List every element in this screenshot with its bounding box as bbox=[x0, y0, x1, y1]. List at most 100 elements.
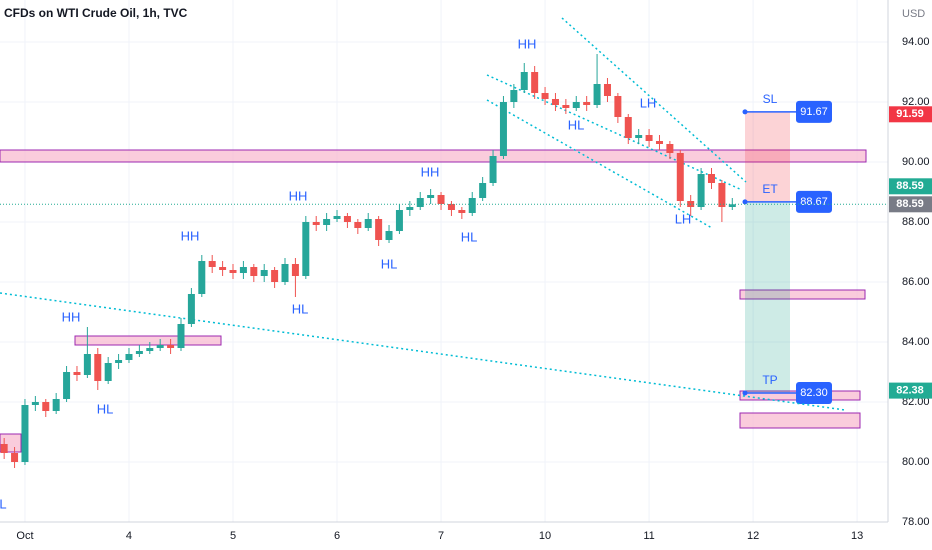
candle-body bbox=[645, 135, 653, 141]
position-name: TP bbox=[762, 373, 777, 387]
x-tick-label: 11 bbox=[643, 530, 654, 542]
candle-body bbox=[21, 405, 29, 462]
candle-body bbox=[302, 222, 310, 276]
position-value: 91.67 bbox=[800, 106, 828, 118]
pattern-label: HL bbox=[461, 229, 478, 244]
candle-body bbox=[583, 102, 591, 105]
price-axis bbox=[888, 0, 932, 550]
candle-body bbox=[489, 156, 497, 183]
candles bbox=[0, 54, 888, 468]
axes: 78.00 80.00 82.00 84.00 86.00 88.00 90.00 92.00… bbox=[16, 36, 932, 542]
candle-body bbox=[104, 363, 112, 381]
x-tick-label: 5 bbox=[230, 530, 236, 542]
candle-body bbox=[250, 267, 258, 276]
pattern-label: L bbox=[0, 496, 7, 511]
candle-body bbox=[156, 345, 164, 348]
candle-body bbox=[208, 261, 216, 267]
pattern-label: LH bbox=[640, 95, 657, 110]
candle-body bbox=[271, 270, 279, 282]
candle-body bbox=[94, 354, 102, 381]
candle-body bbox=[603, 84, 611, 96]
chart-title: CFDs on WTI Crude Oil, 1h, TVC bbox=[4, 6, 188, 20]
trend-line bbox=[0, 292, 846, 411]
candle-body bbox=[541, 93, 549, 99]
candle-body bbox=[562, 105, 570, 108]
candle-body bbox=[479, 183, 487, 198]
position-handle bbox=[742, 390, 748, 396]
candle-body bbox=[31, 402, 39, 405]
candle-body bbox=[125, 354, 133, 360]
position-handle bbox=[742, 199, 748, 205]
pattern-label: HH bbox=[62, 309, 81, 324]
annotations: L HH HL HH HH HL HL HH HL HH HL LH LH bbox=[0, 36, 691, 511]
candle-body bbox=[375, 219, 383, 240]
y-tick-label: 84.00 bbox=[902, 336, 930, 348]
x-tick-label: 6 bbox=[334, 530, 340, 542]
candle-body bbox=[63, 372, 71, 399]
candle-body bbox=[655, 141, 663, 144]
candle-body bbox=[333, 216, 341, 219]
y-tick-label: 78.00 bbox=[902, 516, 930, 528]
y-tick-label: 90.00 bbox=[902, 156, 930, 168]
time-axis bbox=[0, 522, 932, 550]
risk-zone bbox=[745, 111, 790, 202]
candle-body bbox=[416, 198, 424, 207]
pattern-label: HL bbox=[568, 117, 585, 132]
candle-body bbox=[198, 261, 206, 294]
candle-body bbox=[42, 402, 50, 411]
candle-body bbox=[323, 219, 331, 225]
candle-body bbox=[458, 210, 466, 213]
price-tag bbox=[889, 178, 932, 195]
candle-body bbox=[676, 153, 684, 201]
position-name: ET bbox=[762, 182, 778, 196]
x-tick-label: 4 bbox=[126, 530, 132, 542]
candle-body bbox=[115, 360, 123, 363]
candle-body bbox=[11, 453, 19, 462]
price-tag-label: 88.59 bbox=[896, 180, 924, 192]
position-value: 88.67 bbox=[800, 196, 828, 208]
candle-body bbox=[52, 399, 60, 411]
pattern-label: HH bbox=[518, 36, 537, 51]
candle-body bbox=[728, 204, 736, 207]
candle-body bbox=[666, 144, 674, 153]
position-tool: SL 91.67 ET 88.67 TP 82.30 bbox=[742, 92, 832, 404]
candle-body bbox=[427, 195, 435, 198]
candle-body bbox=[83, 354, 91, 375]
y-tick-label: 88.00 bbox=[902, 216, 930, 228]
pattern-label: HL bbox=[97, 401, 114, 416]
x-tick-label: 12 bbox=[747, 530, 759, 542]
candle-body bbox=[135, 351, 143, 354]
trend-line bbox=[486, 99, 713, 229]
candle-body bbox=[531, 72, 539, 93]
candle-body bbox=[187, 294, 195, 324]
pattern-label: HL bbox=[381, 256, 398, 271]
reward-zone bbox=[745, 201, 790, 393]
trend-line bbox=[486, 74, 743, 191]
candle-body bbox=[219, 267, 227, 270]
candle-body bbox=[73, 372, 81, 375]
position-value: 82.30 bbox=[800, 387, 828, 399]
candle-body bbox=[239, 267, 247, 273]
y-tick-label: 86.00 bbox=[902, 276, 930, 288]
position-box bbox=[796, 382, 832, 404]
candle-body bbox=[406, 207, 414, 210]
pattern-label: HL bbox=[292, 301, 309, 316]
position-handle bbox=[742, 109, 748, 115]
unit-label: USD bbox=[902, 8, 925, 20]
pattern-label: HH bbox=[289, 188, 308, 203]
candle-body bbox=[499, 102, 507, 156]
pattern-label: LH bbox=[675, 211, 692, 226]
pattern-label: HH bbox=[181, 228, 200, 243]
candle-body bbox=[385, 231, 393, 240]
candle-body bbox=[437, 195, 445, 204]
candle-body bbox=[572, 102, 580, 108]
x-tick-label: 7 bbox=[438, 530, 444, 542]
x-tick-label: Oct bbox=[16, 530, 33, 542]
price-tag-label: 91.59 bbox=[896, 108, 924, 120]
x-tick-label: 13 bbox=[851, 530, 863, 542]
price-tag bbox=[889, 196, 932, 213]
candle-body bbox=[447, 204, 455, 210]
candle-body bbox=[146, 348, 154, 351]
